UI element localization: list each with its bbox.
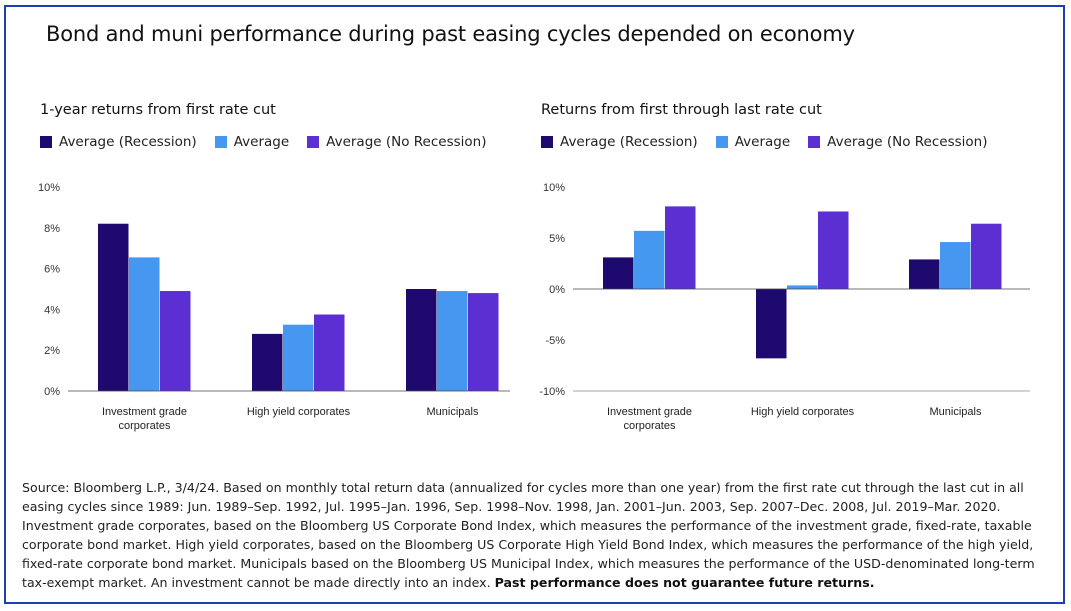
bar	[129, 257, 160, 391]
footnote-disclaimer: Past performance does not guarantee futu…	[494, 574, 875, 590]
chart-2-legend: Average (Recession) Average Average (No …	[541, 134, 1006, 150]
legend-swatch	[214, 136, 227, 148]
x-category-label: corporates	[119, 420, 171, 432]
y-tick-label: 0%	[44, 386, 60, 398]
bar	[437, 291, 468, 391]
legend-swatch	[715, 136, 728, 148]
legend-item-average: Average	[715, 134, 791, 150]
legend-label: Average (Recession)	[560, 134, 698, 150]
chart-2-title: Returns from first through last rate cut	[541, 102, 822, 118]
legend-label: Average (No Recession)	[827, 134, 988, 150]
legend-item-average: Average	[214, 134, 290, 150]
bar	[160, 291, 191, 391]
source-footnote: Source: Bloomberg L.P., 3/4/24. Based on…	[22, 479, 1058, 592]
x-category-label: High yield corporates	[247, 406, 351, 418]
legend-label: Average	[734, 134, 791, 150]
legend-item-recession: Average (Recession)	[541, 134, 698, 150]
bar	[468, 293, 499, 391]
figure-frame	[4, 5, 1065, 604]
footnote-text: Source: Bloomberg L.P., 3/4/24. Based on…	[22, 480, 1035, 590]
bar	[283, 324, 314, 391]
y-tick-label: 4%	[44, 304, 60, 316]
legend-swatch	[541, 136, 553, 148]
legend-item-no-recession: Average (No Recession)	[307, 134, 487, 150]
chart-1-legend: Average (Recession) Average Average (No …	[40, 134, 505, 150]
chart-1-title: 1-year returns from first rate cut	[40, 102, 276, 118]
bar	[314, 314, 345, 391]
legend-swatch	[307, 136, 320, 148]
y-tick-label: 2%	[44, 345, 60, 357]
legend-item-recession: Average (Recession)	[40, 134, 197, 150]
figure-title: Bond and muni performance during past ea…	[46, 22, 855, 46]
legend-label: Average (Recession)	[59, 134, 197, 150]
legend-swatch	[40, 136, 52, 148]
bar	[98, 223, 129, 391]
y-tick-label: 8%	[44, 223, 60, 235]
bar	[252, 333, 283, 391]
legend-item-no-recession: Average (No Recession)	[808, 134, 988, 150]
legend-label: Average	[233, 134, 290, 150]
y-tick-label: 10%	[38, 182, 60, 194]
bar	[406, 289, 437, 391]
x-category-label: Municipals	[427, 406, 479, 418]
legend-swatch	[808, 136, 821, 148]
x-category-label: Investment grade	[102, 406, 187, 418]
y-tick-label: 6%	[44, 264, 60, 276]
legend-label: Average (No Recession)	[326, 134, 487, 150]
